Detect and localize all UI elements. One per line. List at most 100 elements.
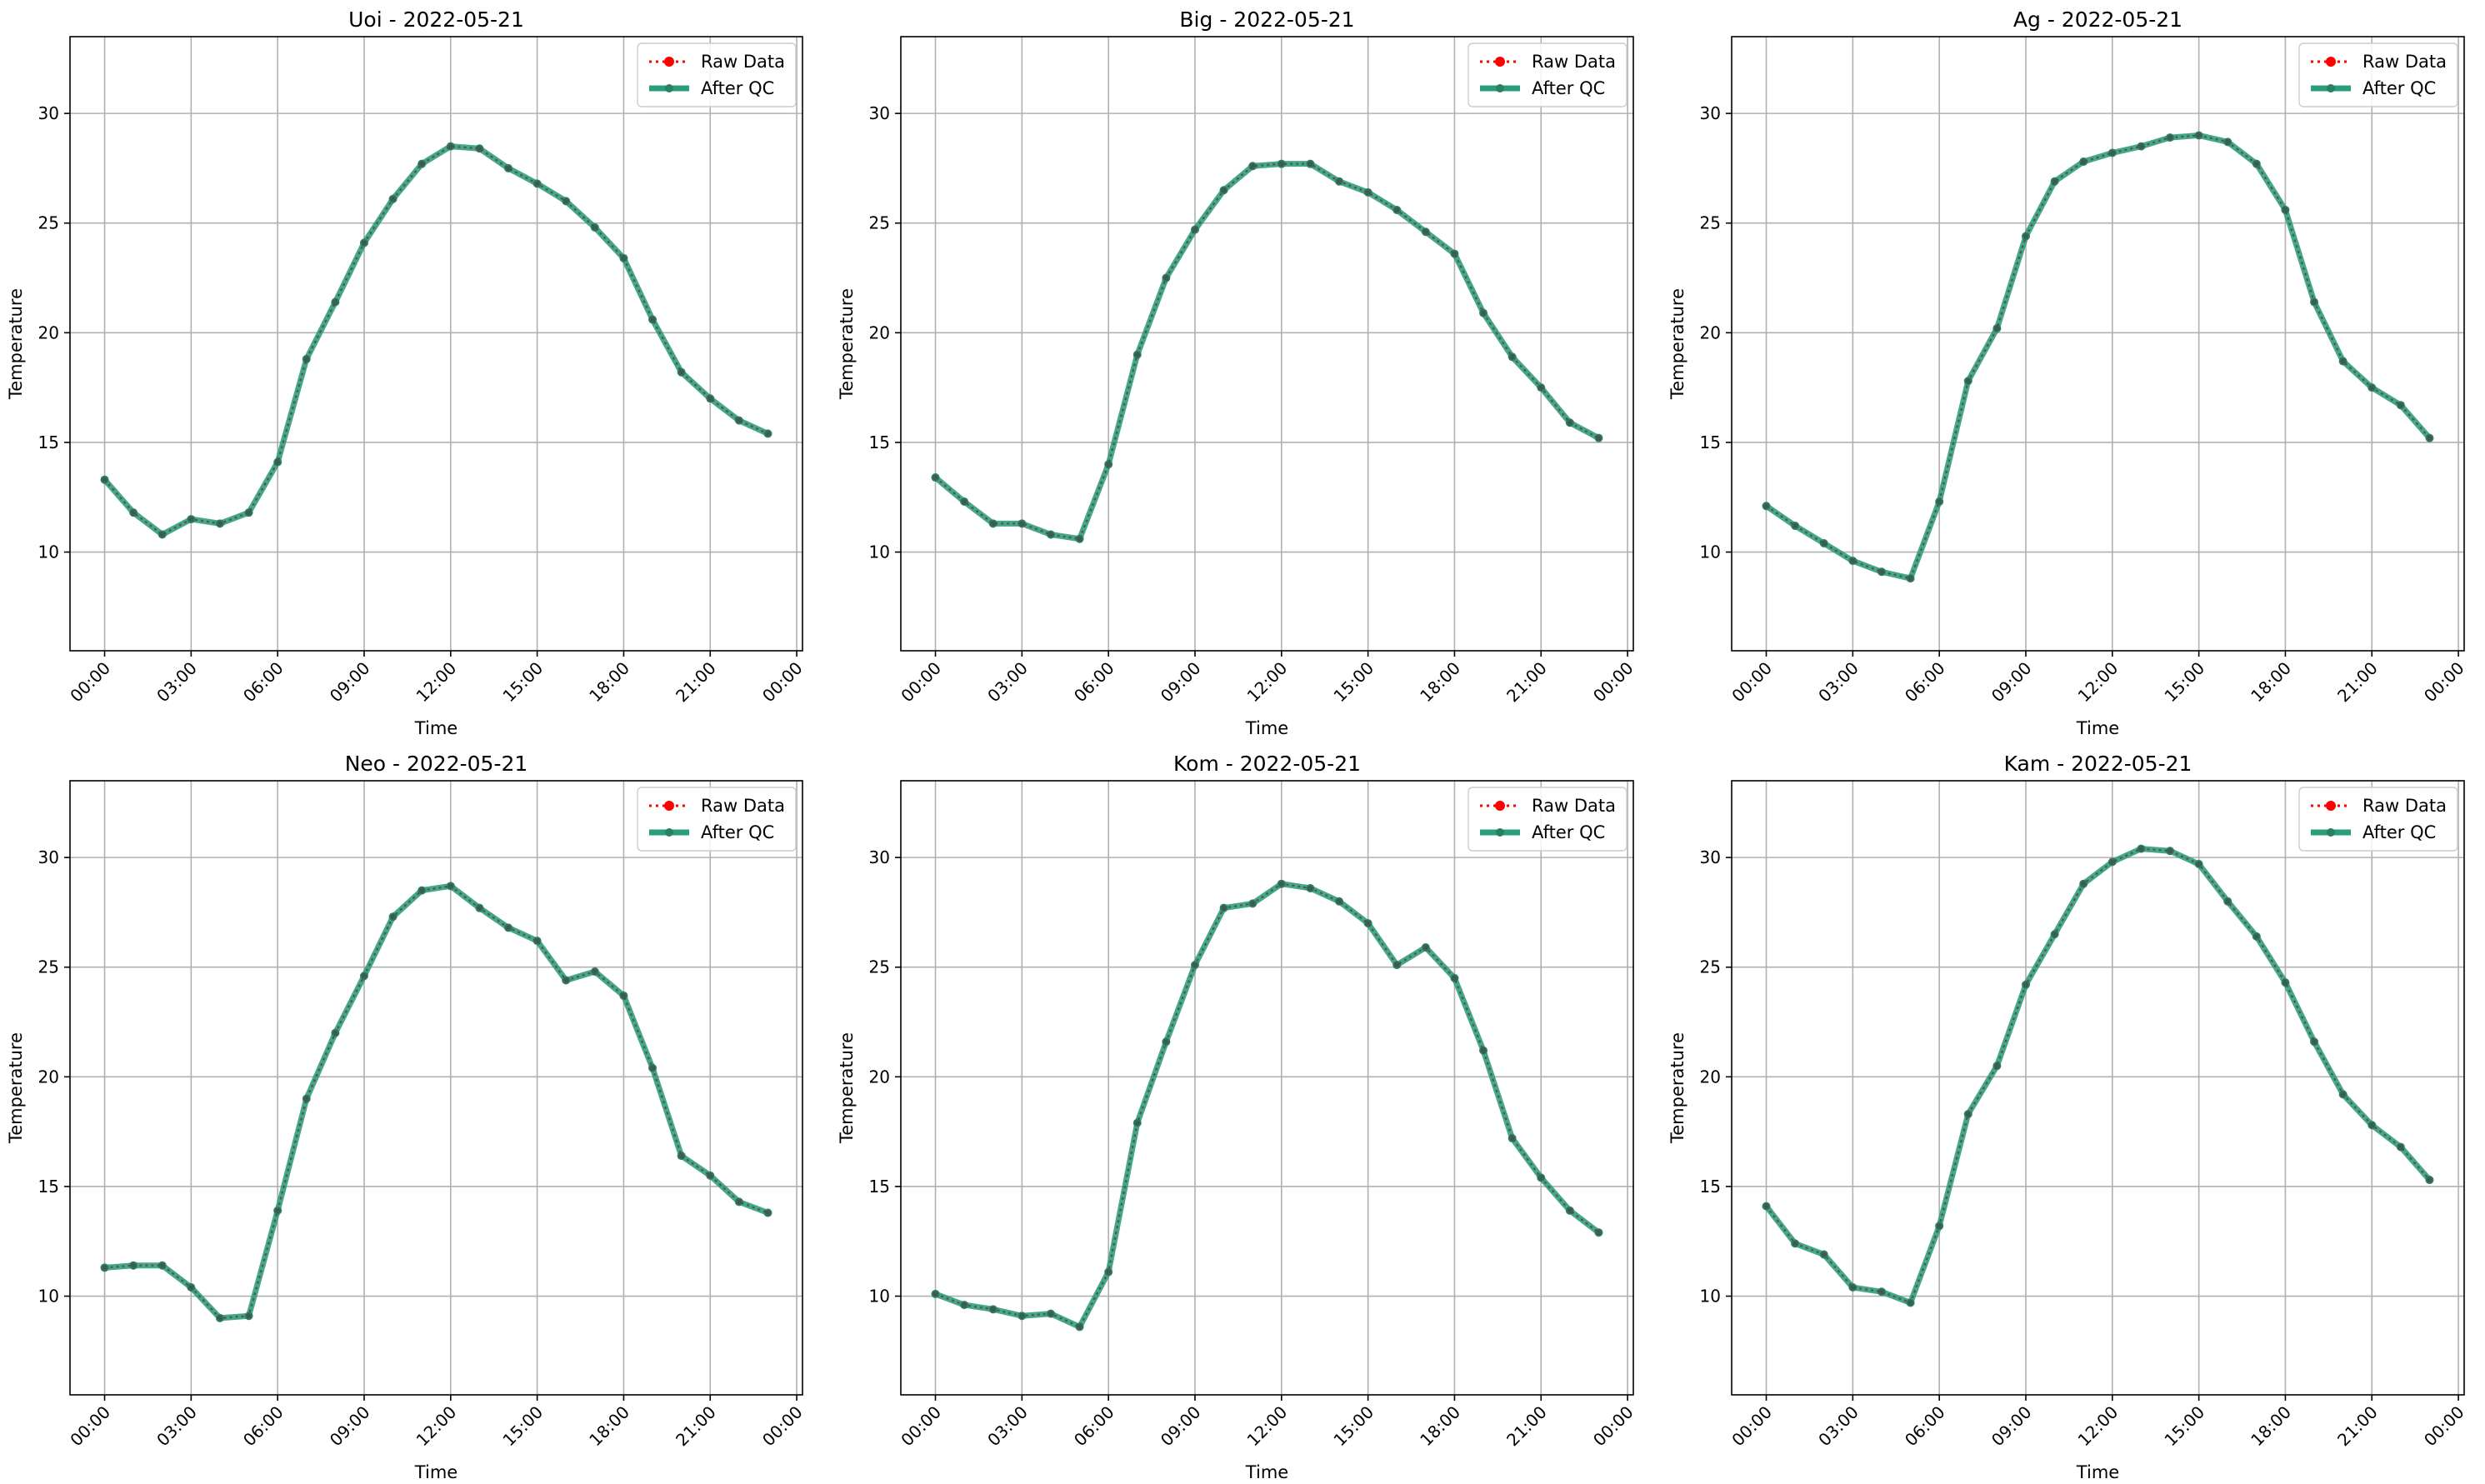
- raw-data-point: [1908, 1300, 1913, 1306]
- raw-data-point: [1509, 354, 1515, 360]
- raw-data-point: [2311, 1039, 2318, 1045]
- y-tick-label: 10: [869, 1287, 890, 1307]
- subplot-1: 10 15 20 25 30 00:00 03:00 06:00 09:00 12:00 15:00…: [6, 7, 807, 738]
- x-tick-label: 15:00: [498, 1402, 547, 1451]
- raw-data-point: [2080, 158, 2087, 165]
- legend-raw-marker: [664, 801, 674, 811]
- raw-data-point: [678, 369, 684, 375]
- legend-raw-label: Raw Data: [1532, 796, 1616, 816]
- raw-data-point: [1422, 229, 1429, 235]
- raw-data-point: [1048, 532, 1054, 537]
- raw-data-point: [1221, 905, 1227, 911]
- axes-frame: [1731, 780, 2465, 1396]
- raw-data-line: [1765, 847, 2431, 1304]
- raw-data-point: [418, 161, 425, 167]
- legend: Raw Data After QC: [2298, 787, 2458, 852]
- x-tick-label: 18:00: [2247, 1402, 2295, 1451]
- raw-data-point: [102, 1265, 108, 1271]
- raw-data-point: [390, 913, 396, 920]
- x-tick-label: 03:00: [1814, 658, 1862, 707]
- raw-data-point: [961, 498, 968, 505]
- y-tick-label: 20: [38, 322, 59, 342]
- x-tick-label: 21:00: [2333, 658, 2382, 707]
- raw-data-point: [1596, 1230, 1602, 1236]
- raw-data-point: [2138, 143, 2144, 149]
- x-tick-label: 09:00: [1988, 658, 2036, 707]
- raw-data-point: [1878, 569, 1885, 575]
- raw-data-point: [217, 1315, 223, 1322]
- x-axis-label: Time: [1245, 1462, 1288, 1482]
- x-tick-label: 00:00: [1589, 1402, 1638, 1451]
- raw-data-point: [708, 1172, 713, 1178]
- raw-data-point: [2052, 932, 2058, 937]
- raw-data-point: [2138, 846, 2144, 852]
- legend: Raw Data After QC: [637, 787, 797, 852]
- x-tick-label: 18:00: [1416, 1402, 1464, 1451]
- grid: [1732, 781, 2464, 1395]
- x-tick-label: 09:00: [1157, 658, 1205, 707]
- raw-data-point: [1163, 1039, 1169, 1045]
- raw-data-point: [2398, 1144, 2404, 1150]
- raw-data-point: [102, 477, 108, 482]
- raw-data-point: [1308, 885, 1313, 892]
- raw-data-line: [104, 885, 768, 1320]
- raw-data-point: [1422, 944, 1429, 951]
- raw-data-point: [592, 968, 598, 975]
- x-tick-label: 00:00: [1728, 658, 1776, 707]
- legend-qc-label: After QC: [2362, 822, 2436, 842]
- grid: [901, 781, 1633, 1395]
- raw-data-point: [1365, 189, 1371, 196]
- raw-data-point: [2398, 402, 2404, 408]
- after-qc-markers: [1762, 131, 2434, 583]
- x-tick-label: 21:00: [2333, 1402, 2382, 1451]
- x-tick-label: 00:00: [66, 658, 114, 707]
- raw-data-point: [2225, 139, 2231, 145]
- x-tick-label: 06:00: [1901, 1402, 1949, 1451]
- raw-data-point: [2167, 134, 2173, 141]
- raw-data-point: [1192, 962, 1198, 968]
- y-tick-label: 25: [869, 213, 890, 233]
- raw-data-point: [1249, 163, 1256, 169]
- x-tick-label: 18:00: [585, 1402, 633, 1451]
- grid: [1732, 37, 2464, 651]
- raw-data-point: [563, 198, 569, 204]
- raw-data-point: [274, 1207, 281, 1214]
- x-tick-label: 12:00: [1243, 1402, 1292, 1451]
- x-tick-label: 06:00: [1070, 1402, 1118, 1451]
- x-tick-label: 00:00: [66, 1402, 114, 1451]
- x-tick-label: 18:00: [2247, 658, 2295, 707]
- y-axis-label: Temperature: [1668, 1032, 1688, 1144]
- x-tick-label: 21:00: [1502, 658, 1551, 707]
- raw-data-point: [1163, 275, 1169, 281]
- raw-data-point: [1134, 1120, 1140, 1126]
- x-tick-label: 21:00: [1502, 1402, 1551, 1451]
- y-axis-label: Temperature: [837, 288, 857, 400]
- x-tick-label: 09:00: [326, 658, 374, 707]
- y-tick-label: 25: [869, 957, 890, 977]
- y-tick-label: 10: [869, 542, 890, 562]
- grid: [70, 37, 802, 651]
- raw-data-point: [2369, 1122, 2375, 1128]
- x-tick-label: 18:00: [585, 658, 633, 707]
- raw-data-point: [130, 509, 137, 516]
- raw-data-point: [649, 317, 656, 322]
- raw-data-point: [1480, 310, 1487, 316]
- y-tick-label: 20: [1700, 322, 1721, 342]
- y-tick-label: 25: [38, 957, 59, 977]
- raw-data-point: [448, 143, 454, 149]
- x-tick-label: 03:00: [983, 658, 1032, 707]
- raw-data-point: [1394, 962, 1400, 968]
- raw-data-point: [246, 509, 252, 516]
- x-tick-label: 06:00: [1070, 658, 1118, 707]
- x-tick-label: 15:00: [1329, 658, 1378, 707]
- raw-data-point: [2282, 979, 2288, 986]
- y-tick-label: 30: [38, 847, 59, 867]
- raw-data-point: [1567, 1207, 1573, 1214]
- raw-data-point: [1763, 503, 1769, 509]
- axes-frame: [900, 36, 1634, 652]
- raw-data-point: [1821, 540, 1827, 547]
- raw-data-point: [361, 240, 368, 246]
- raw-data-point: [932, 1291, 938, 1297]
- raw-data-point: [1077, 536, 1082, 542]
- x-tick-label: 09:00: [1157, 1402, 1205, 1451]
